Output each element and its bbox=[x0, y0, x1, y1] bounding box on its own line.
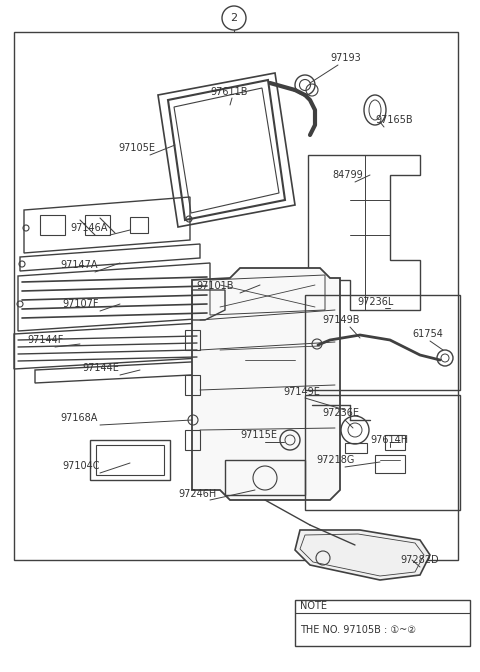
Bar bbox=[345, 443, 367, 453]
Text: 97614H: 97614H bbox=[370, 435, 408, 445]
Bar bbox=[305, 295, 460, 390]
Text: 97144F: 97144F bbox=[27, 335, 63, 345]
Text: 97149B: 97149B bbox=[322, 315, 360, 325]
Text: 97115E: 97115E bbox=[240, 430, 277, 440]
Bar bbox=[130, 217, 148, 233]
Text: 97236E: 97236E bbox=[322, 408, 359, 418]
Text: 97144E: 97144E bbox=[82, 363, 119, 373]
Bar bbox=[40, 215, 65, 235]
Bar bbox=[225, 460, 305, 495]
Text: THE NO. 97105B : ①~②: THE NO. 97105B : ①~② bbox=[300, 625, 416, 635]
Bar bbox=[185, 375, 200, 395]
Polygon shape bbox=[192, 268, 340, 500]
Bar bbox=[375, 455, 405, 473]
Text: 97193: 97193 bbox=[330, 53, 361, 63]
Bar bbox=[14, 32, 458, 560]
Bar bbox=[305, 395, 460, 510]
Text: NOTE: NOTE bbox=[300, 601, 327, 611]
Text: 97168A: 97168A bbox=[60, 413, 97, 423]
Text: 97282D: 97282D bbox=[400, 555, 439, 565]
Text: 97611B: 97611B bbox=[210, 87, 248, 97]
Polygon shape bbox=[295, 530, 430, 580]
Text: 97218G: 97218G bbox=[316, 455, 354, 465]
Text: 2: 2 bbox=[230, 13, 238, 23]
Bar bbox=[96, 445, 164, 475]
Bar bbox=[90, 440, 170, 480]
Bar bbox=[185, 330, 200, 350]
Text: 97246H: 97246H bbox=[178, 489, 216, 499]
Text: 97236L: 97236L bbox=[357, 297, 394, 307]
Text: 97101B: 97101B bbox=[196, 281, 233, 291]
Text: 97105E: 97105E bbox=[118, 143, 155, 153]
Text: 97104C: 97104C bbox=[62, 461, 99, 471]
Bar bbox=[295, 600, 470, 646]
Text: 97165B: 97165B bbox=[375, 115, 413, 125]
Text: 84799: 84799 bbox=[332, 170, 363, 180]
Text: 97146A: 97146A bbox=[70, 223, 108, 233]
Bar bbox=[185, 430, 200, 450]
Text: 61754: 61754 bbox=[412, 329, 443, 339]
Text: 97149E: 97149E bbox=[283, 387, 320, 397]
Bar bbox=[85, 215, 110, 235]
Text: 97147A: 97147A bbox=[60, 260, 97, 270]
Text: 97107F: 97107F bbox=[62, 299, 98, 309]
Bar bbox=[385, 435, 405, 450]
